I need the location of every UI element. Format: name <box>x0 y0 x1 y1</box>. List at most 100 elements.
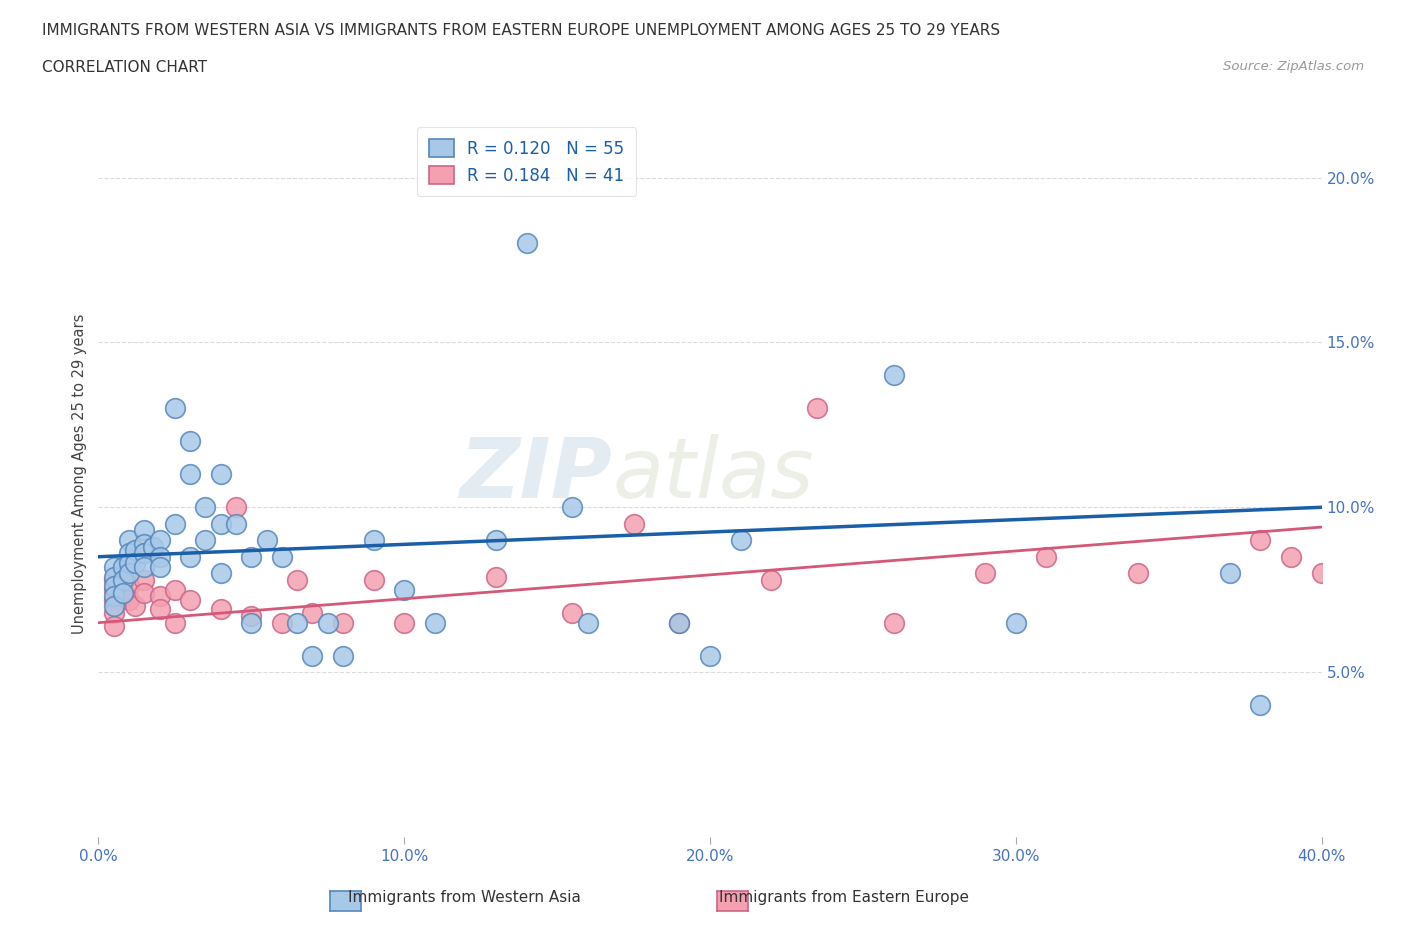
Point <box>225 516 247 531</box>
Point <box>576 616 599 631</box>
Text: Immigrants from Western Asia: Immigrants from Western Asia <box>347 890 581 905</box>
Point <box>699 648 721 663</box>
Point <box>209 516 232 531</box>
Point <box>668 616 690 631</box>
Point <box>111 572 134 587</box>
Point <box>806 401 828 416</box>
Point <box>103 582 125 597</box>
Point <box>124 556 146 571</box>
Point <box>111 586 134 601</box>
Point <box>179 467 201 482</box>
Point <box>111 589 134 604</box>
Point <box>142 539 165 554</box>
Point <box>124 543 146 558</box>
Point <box>730 533 752 548</box>
Point <box>163 616 186 631</box>
Point <box>118 579 141 594</box>
Text: Immigrants from Eastern Europe: Immigrants from Eastern Europe <box>718 890 969 905</box>
Text: atlas: atlas <box>612 433 814 515</box>
Point <box>124 599 146 614</box>
Point <box>256 533 278 548</box>
Point <box>301 648 323 663</box>
Point <box>883 616 905 631</box>
Point <box>111 565 134 580</box>
Point <box>179 550 201 565</box>
Point <box>103 618 125 633</box>
Point <box>423 616 446 631</box>
Point <box>240 616 263 631</box>
Point <box>1279 550 1302 565</box>
Point <box>270 616 292 631</box>
Point <box>179 434 201 449</box>
Point <box>1249 698 1271 712</box>
Text: CORRELATION CHART: CORRELATION CHART <box>42 60 207 75</box>
Y-axis label: Unemployment Among Ages 25 to 29 years: Unemployment Among Ages 25 to 29 years <box>72 314 87 634</box>
Point <box>103 605 125 620</box>
Point <box>194 499 217 514</box>
Point <box>209 467 232 482</box>
Point <box>118 556 141 571</box>
Legend: R = 0.120   N = 55, R = 0.184   N = 41: R = 0.120 N = 55, R = 0.184 N = 41 <box>418 127 636 196</box>
Point <box>134 559 156 574</box>
Point <box>516 236 538 251</box>
Point <box>118 565 141 580</box>
Point <box>134 523 156 538</box>
Point <box>103 579 125 594</box>
Point <box>163 516 186 531</box>
Point <box>668 616 690 631</box>
Point <box>285 616 308 631</box>
Point <box>103 572 125 587</box>
Point <box>118 533 141 548</box>
Point <box>209 565 232 580</box>
Point <box>332 648 354 663</box>
Point <box>270 550 292 565</box>
Point <box>149 559 172 574</box>
Point <box>623 516 645 531</box>
Text: IMMIGRANTS FROM WESTERN ASIA VS IMMIGRANTS FROM EASTERN EUROPE UNEMPLOYMENT AMON: IMMIGRANTS FROM WESTERN ASIA VS IMMIGRAN… <box>42 23 1000 38</box>
Point <box>209 602 232 617</box>
Point <box>103 569 125 584</box>
Point <box>285 572 308 587</box>
Point <box>134 546 156 561</box>
Point <box>149 602 172 617</box>
Point <box>561 605 583 620</box>
Point <box>301 605 323 620</box>
Point <box>134 586 156 601</box>
Point <box>1310 565 1333 580</box>
Point <box>1004 616 1026 631</box>
Point <box>392 582 416 597</box>
Point <box>118 592 141 607</box>
Point <box>103 592 125 607</box>
Point <box>1219 565 1241 580</box>
Point <box>883 368 905 383</box>
Point <box>561 499 583 514</box>
Point <box>105 586 128 601</box>
Point <box>118 546 141 561</box>
Point <box>1128 565 1150 580</box>
Text: ZIP: ZIP <box>460 433 612 515</box>
Point <box>759 572 782 587</box>
Point <box>134 572 156 587</box>
Point <box>134 536 156 551</box>
Point <box>103 589 125 604</box>
Point <box>974 565 997 580</box>
Point <box>163 401 186 416</box>
Point <box>332 616 354 631</box>
Point <box>111 576 134 591</box>
Point <box>103 559 125 574</box>
Point <box>240 608 263 623</box>
Point <box>149 533 172 548</box>
Point <box>485 533 508 548</box>
Point <box>103 599 125 614</box>
Point <box>225 499 247 514</box>
Text: Source: ZipAtlas.com: Source: ZipAtlas.com <box>1223 60 1364 73</box>
Point <box>392 616 416 631</box>
Point <box>149 550 172 565</box>
Point <box>1249 533 1271 548</box>
Point <box>240 550 263 565</box>
Point <box>485 569 508 584</box>
Point <box>316 616 339 631</box>
Point <box>163 582 186 597</box>
Point <box>149 589 172 604</box>
Point <box>111 559 134 574</box>
